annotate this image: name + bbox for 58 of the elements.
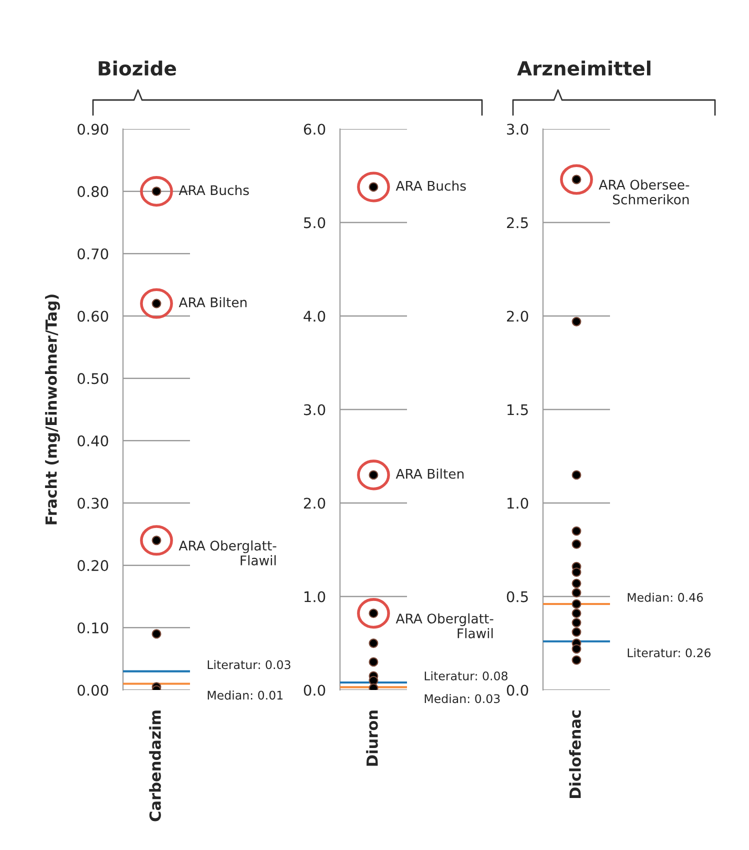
point (572, 316, 582, 326)
annotation: ARA Bilten (396, 468, 464, 479)
y-tick-label: 2.5 (506, 217, 528, 228)
y-tick-label: 0.5 (506, 591, 528, 602)
text: Biozide (98, 60, 176, 76)
y-tick-label: 0.0 (506, 684, 528, 696)
x-tick-label: Diuron (366, 710, 378, 766)
text: Arzneimittel (517, 60, 650, 76)
y-tick-label: 0.30 (78, 498, 108, 509)
x-tick-label: Diclofenac (569, 710, 581, 798)
point (572, 608, 582, 618)
y-tick-label: 3.0 (507, 124, 528, 135)
point (572, 539, 582, 549)
y-tick-label: 0.70 (78, 248, 108, 260)
point (572, 599, 582, 609)
y-axis-title: Fracht (mg/Einwohner/Tag) (45, 294, 60, 524)
y-tick-label: 3.0 (304, 404, 326, 416)
ref-line-label: Literatur: 0.26 (628, 648, 711, 658)
ref-line-label: Median: 0.03 (424, 694, 500, 704)
point (572, 627, 582, 637)
point (572, 578, 582, 588)
annotation: ARA Oberglatt- Flawil (178, 540, 276, 566)
point (368, 657, 378, 667)
point (572, 588, 582, 598)
ref-line-label: Median: 0.01 (208, 690, 283, 700)
y-tick-label: 0.80 (78, 186, 108, 198)
point (572, 644, 582, 654)
annotation: ARA Bilten (178, 297, 247, 308)
y-tick-label: 1.0 (304, 591, 326, 602)
annotation: ARA Buchs (396, 180, 466, 191)
y-tick-label: 1.5 (508, 404, 528, 416)
point (572, 618, 582, 628)
y-tick-label: 4.0 (304, 310, 326, 322)
y-tick-label: 2.0 (304, 498, 326, 509)
y-tick-label: 0.60 (78, 310, 108, 322)
x-tick-label: Carbendazim (149, 710, 161, 822)
y-tick-label: 0.10 (78, 622, 108, 634)
y-tick-label: 1.0 (508, 498, 528, 509)
y-tick-label: 2.0 (506, 310, 528, 322)
point (572, 526, 582, 536)
y-tick-label: 0.40 (78, 435, 108, 446)
y-tick-label: 0.0 (304, 684, 326, 696)
y-tick-label: 0.20 (78, 560, 108, 572)
annotation: ARA Obersee- Schmerikon (598, 179, 690, 204)
point (572, 470, 582, 480)
annotation: ARA Oberglatt- Flawil (396, 613, 494, 638)
point (572, 655, 582, 665)
y-tick-label: 5.0 (304, 217, 326, 228)
point (368, 638, 378, 648)
y-tick-label: 0.00 (78, 684, 108, 696)
ref-line-label: Literatur: 0.08 (424, 671, 508, 680)
annotation: ARA Buchs (178, 184, 249, 196)
y-tick-label: 0.90 (78, 124, 108, 135)
y-tick-label: 6.0 (304, 124, 326, 135)
point (572, 567, 582, 577)
ref-line-label: Literatur: 0.03 (208, 660, 290, 670)
y-tick-label: 0.50 (78, 373, 108, 384)
ref-line-label: Median: 0.46 (628, 592, 703, 602)
